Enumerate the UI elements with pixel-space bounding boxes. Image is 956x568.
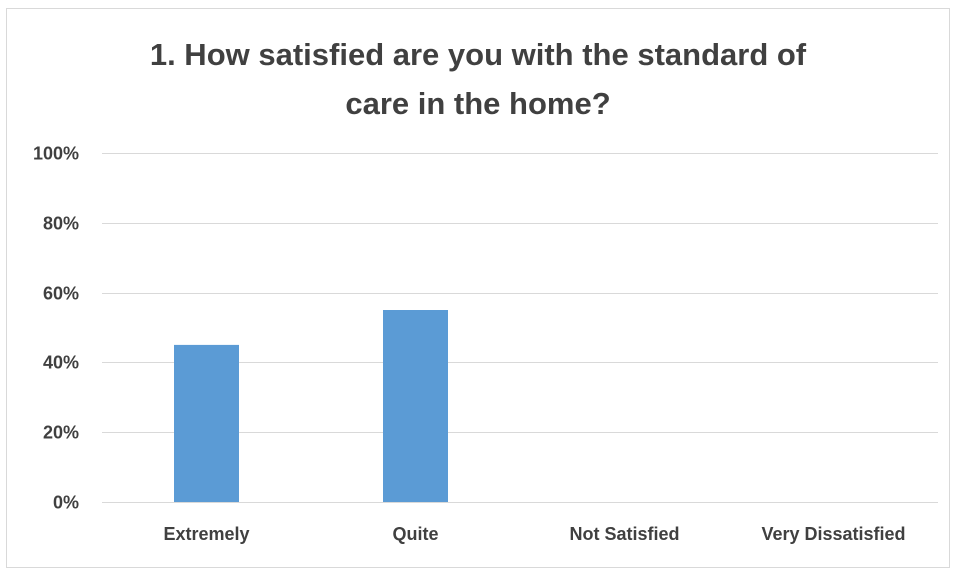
y-tick-label: 80% xyxy=(43,214,79,234)
y-tick-label: 20% xyxy=(43,423,79,443)
bar-extremely xyxy=(174,344,239,502)
bars xyxy=(174,310,448,502)
x-tick-label: Extremely xyxy=(163,524,249,544)
x-tick-label: Very Dissatisfied xyxy=(761,524,905,544)
y-tick-label: 40% xyxy=(43,353,79,373)
chart-title-text: 1. How satisfied are you with the standa… xyxy=(149,37,807,121)
y-axis-tick-labels: 0% 20% 40% 60% 80% 100% xyxy=(33,144,79,513)
x-tick-label: Quite xyxy=(392,524,438,544)
x-tick-label: Not Satisfied xyxy=(569,524,679,544)
bar-quite xyxy=(383,310,448,502)
gridlines xyxy=(102,153,938,503)
y-tick-label: 0% xyxy=(53,493,79,513)
x-axis-tick-labels: Extremely Quite Not Satisfied Very Dissatis… xyxy=(163,524,905,544)
chart-title: 1. How satisfied are you with the standa… xyxy=(0,30,956,128)
y-tick-label: 100% xyxy=(33,144,79,164)
y-tick-label: 60% xyxy=(43,284,79,304)
chart-frame xyxy=(6,8,950,568)
